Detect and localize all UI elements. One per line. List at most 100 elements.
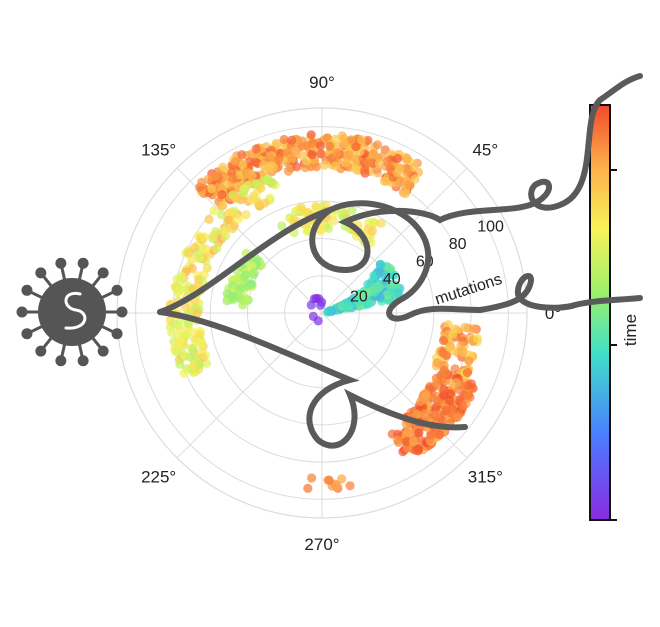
data-point bbox=[453, 412, 463, 422]
data-point bbox=[385, 264, 396, 274]
data-point bbox=[368, 217, 378, 227]
data-point bbox=[226, 207, 237, 217]
data-point bbox=[265, 153, 275, 163]
data-point bbox=[360, 165, 370, 175]
radial-axis-label: mutations bbox=[433, 271, 504, 309]
data-point bbox=[307, 139, 317, 149]
data-point bbox=[375, 260, 385, 270]
data-point bbox=[394, 288, 404, 298]
data-point bbox=[463, 391, 473, 401]
data-point bbox=[302, 226, 312, 236]
data-point bbox=[393, 153, 403, 164]
data-point bbox=[462, 368, 473, 378]
theta-tick-label: 90° bbox=[309, 73, 335, 92]
data-point bbox=[441, 351, 451, 361]
theta-tick-label: 45° bbox=[472, 141, 498, 160]
data-point bbox=[329, 216, 339, 226]
data-point bbox=[402, 443, 413, 453]
theta-tick-label: 315° bbox=[468, 467, 503, 486]
data-point bbox=[438, 336, 449, 346]
data-point bbox=[441, 368, 451, 378]
data-point bbox=[416, 396, 426, 407]
data-point bbox=[330, 134, 341, 144]
data-point bbox=[308, 311, 318, 321]
data-point bbox=[350, 156, 360, 166]
data-point bbox=[172, 274, 182, 284]
ribbon-decoration bbox=[157, 73, 643, 449]
data-point bbox=[367, 226, 377, 236]
data-point bbox=[402, 166, 412, 176]
data-point bbox=[195, 329, 205, 339]
data-point bbox=[248, 191, 258, 201]
data-point bbox=[363, 279, 373, 289]
data-point bbox=[203, 174, 213, 185]
data-point bbox=[216, 210, 226, 220]
polar-grid bbox=[116, 107, 528, 519]
data-point bbox=[442, 405, 452, 415]
data-point bbox=[208, 231, 218, 241]
data-point bbox=[256, 183, 266, 193]
data-point bbox=[325, 306, 335, 316]
data-point bbox=[249, 267, 259, 277]
data-point bbox=[307, 150, 317, 160]
data-point bbox=[228, 174, 238, 184]
data-point bbox=[266, 160, 276, 170]
data-point bbox=[395, 165, 405, 175]
data-point bbox=[187, 327, 198, 337]
data-point bbox=[193, 308, 203, 318]
data-point bbox=[343, 149, 353, 159]
data-point bbox=[315, 141, 326, 151]
data-point bbox=[319, 160, 329, 170]
data-point bbox=[324, 475, 334, 485]
data-point bbox=[345, 481, 355, 491]
data-point bbox=[290, 146, 300, 156]
data-point bbox=[223, 215, 233, 225]
data-point bbox=[381, 276, 391, 286]
data-point bbox=[394, 437, 404, 447]
data-point bbox=[376, 218, 386, 228]
data-point bbox=[402, 437, 412, 447]
data-point bbox=[238, 160, 248, 170]
data-point bbox=[356, 135, 367, 145]
data-point bbox=[185, 352, 196, 362]
data-point bbox=[340, 158, 351, 168]
data-point bbox=[239, 184, 249, 194]
data-point bbox=[316, 149, 326, 159]
data-point bbox=[426, 430, 437, 440]
data-point bbox=[258, 160, 269, 170]
data-point bbox=[466, 379, 476, 389]
data-point bbox=[199, 232, 209, 242]
data-point bbox=[253, 198, 263, 208]
data-point bbox=[375, 268, 386, 278]
data-point bbox=[369, 151, 379, 162]
virus-icon bbox=[16, 257, 128, 367]
data-point bbox=[241, 168, 251, 178]
data-point bbox=[233, 214, 243, 224]
data-point bbox=[217, 190, 227, 200]
data-point bbox=[227, 224, 237, 234]
data-point bbox=[246, 279, 256, 289]
data-point bbox=[180, 302, 190, 312]
data-point bbox=[201, 244, 211, 254]
data-point bbox=[363, 299, 373, 309]
data-point bbox=[174, 339, 184, 349]
data-point bbox=[374, 158, 384, 168]
data-point bbox=[340, 298, 350, 309]
data-point bbox=[439, 384, 449, 394]
data-point bbox=[311, 293, 321, 303]
data-point bbox=[279, 134, 289, 145]
data-point bbox=[240, 271, 250, 281]
data-point bbox=[381, 176, 392, 186]
data-point bbox=[188, 362, 198, 372]
data-point bbox=[175, 359, 185, 369]
data-point bbox=[346, 135, 356, 145]
data-point bbox=[330, 161, 341, 171]
data-point bbox=[237, 283, 247, 293]
data-point bbox=[167, 328, 177, 338]
data-point bbox=[387, 429, 397, 439]
data-point bbox=[444, 342, 454, 352]
data-point bbox=[325, 141, 335, 151]
data-point bbox=[414, 428, 424, 438]
